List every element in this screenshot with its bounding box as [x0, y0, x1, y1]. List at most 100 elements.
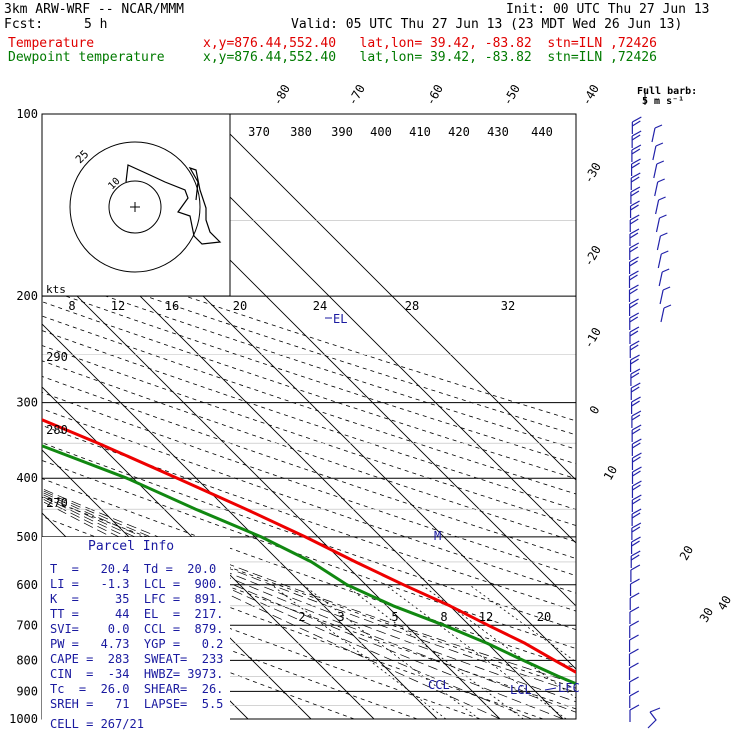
wind-barb	[628, 662, 639, 680]
wind-key-line1: Full barb:	[637, 86, 697, 97]
isotherm-tick--30: -30	[581, 160, 604, 186]
wind-barb-surface	[647, 707, 661, 729]
wind-barb	[630, 382, 641, 400]
mixing-ratio-tick-2: 2	[298, 610, 305, 624]
pressure-tick-700: 700	[16, 618, 38, 632]
wind-barb	[652, 142, 664, 161]
wind-barb	[631, 508, 642, 526]
parcel-row-tt-el: TT = 44 EL = 217.	[50, 607, 224, 621]
hodograph-speed-tick-8: 8	[68, 299, 75, 313]
wind-barb	[629, 326, 640, 344]
ccl-marker: CCL	[428, 678, 450, 692]
wind-barb	[628, 648, 639, 666]
wind-barb	[631, 452, 642, 470]
profiles	[42, 418, 576, 686]
dewpoint-location: x,y=876.44,552.40 lat,lon= 39.42, -83.82…	[203, 50, 657, 65]
wind-barb	[629, 242, 640, 260]
parcel-row-sreh-lapse: SREH = 71 LAPSE= 5.5	[50, 697, 224, 711]
wind-key: Full barb: 5 m s⁻¹	[637, 86, 697, 107]
theta-tick-440: 440	[531, 125, 553, 139]
wind-barb	[628, 634, 639, 652]
isotherm-tick--60: -60	[423, 82, 446, 108]
wind-barb	[629, 592, 640, 610]
mixing-ratio-tick-5: 5	[391, 610, 398, 624]
hodograph-trace	[125, 164, 222, 245]
pressure-tick-200: 200	[16, 289, 38, 303]
mixing-ratio-tick-3: 3	[337, 610, 344, 624]
theta-tick-390: 390	[331, 125, 353, 139]
hodograph-speed-tick-12: 12	[111, 299, 125, 313]
theta-tick-290: 290	[46, 350, 68, 364]
wind-barb	[629, 606, 640, 624]
lcl-marker: LCL	[510, 683, 532, 697]
hodograph-kts-label: kts	[46, 283, 66, 296]
wind-barb	[629, 704, 640, 722]
wind-barb	[655, 214, 667, 233]
mixing-ratio-line	[384, 584, 567, 719]
wind-barb	[629, 620, 640, 638]
theta-tick-380: 380	[290, 125, 312, 139]
isotherm-line	[42, 260, 501, 719]
isotherm-line	[146, 114, 576, 544]
hodograph-speed-tick-28: 28	[405, 299, 419, 313]
parcel-row-cin-hwbz: CIN = -34 HWBZ= 3973.	[50, 667, 224, 681]
wind-barb	[631, 438, 642, 456]
wind-barb	[629, 312, 640, 330]
wind-barb	[628, 256, 639, 274]
parcel-info-panel: Parcel Info T = 20.4 Td = 20.0 LI = -1.3…	[42, 537, 230, 734]
pressure-tick-300: 300	[16, 396, 38, 410]
hodograph-speed-tick-16: 16	[165, 299, 179, 313]
isotherm-tick-40: 40	[715, 593, 734, 613]
temperature-legend: Temperature	[8, 36, 95, 51]
wind-barb	[631, 410, 642, 428]
theta-tick-410: 410	[409, 125, 431, 139]
wind-barb	[628, 298, 639, 316]
wind-barb	[629, 200, 640, 218]
wind-barb	[659, 286, 671, 305]
pressure-tick-900: 900	[16, 684, 38, 698]
wind-barb	[630, 564, 641, 582]
lfc-marker: LFC	[558, 681, 580, 695]
theta-tick-280: 280	[46, 423, 68, 437]
mixing-ratio-tick-12: 12	[479, 610, 493, 624]
wind-barb	[630, 368, 641, 386]
hodograph-ring-inner	[108, 180, 162, 234]
pressure-tick-500: 500	[16, 530, 38, 544]
parcel-row-pw-ygp: PW = 4.73 YGP = 0.2	[50, 637, 224, 651]
wind-barb	[628, 284, 639, 302]
wind-barb	[630, 536, 641, 554]
wind-barb	[629, 690, 640, 708]
pressure-tick-100: 100	[16, 107, 38, 121]
valid-time: Valid: 05 UTC Thu 27 Jun 13 (23 MDT Wed …	[291, 17, 683, 32]
hodograph-ring-outer	[69, 141, 201, 273]
parcel-row-t-td: T = 20.4 Td = 20.0	[50, 562, 217, 576]
wind-barb	[660, 304, 672, 323]
lfc-tick	[544, 687, 557, 691]
theta-tick-270: 270	[46, 496, 68, 510]
isotherm-line	[42, 386, 375, 719]
parcel-row-li-lcl: LI = -1.3 LCL = 900.	[50, 577, 224, 591]
wind-barb	[630, 186, 641, 204]
pressure-tick-600: 600	[16, 578, 38, 592]
mixing-ratio-tick-20: 20	[537, 610, 551, 624]
m-marker: M	[434, 529, 441, 543]
wind-barb	[629, 340, 640, 358]
parcel-row-k-lfc: K = 35 LFC = 891.	[50, 592, 224, 606]
wind-barb	[631, 130, 642, 148]
wind-barb	[631, 396, 641, 414]
wind-barb	[628, 270, 639, 288]
mixing-ratio-tick-8: 8	[440, 610, 447, 624]
dewpoint-legend: Dewpoint temperature	[8, 50, 165, 65]
theta-tick-370: 370	[248, 125, 270, 139]
wind-barb	[655, 196, 666, 215]
wind-barb	[631, 494, 642, 512]
wind-barb	[653, 160, 665, 179]
parcel-row-cape-sweat: CAPE = 283 SWEAT= 233	[50, 652, 224, 666]
isotherm-tick--50: -50	[500, 82, 523, 108]
wind-barb	[631, 480, 642, 498]
wind-barb	[631, 144, 642, 162]
parcel-row-cell: CELL = 267/21	[50, 717, 144, 731]
wind-barbs	[628, 116, 672, 729]
isotherm-tick--10: -10	[581, 325, 604, 351]
isotherm-tick--80: -80	[270, 82, 293, 108]
